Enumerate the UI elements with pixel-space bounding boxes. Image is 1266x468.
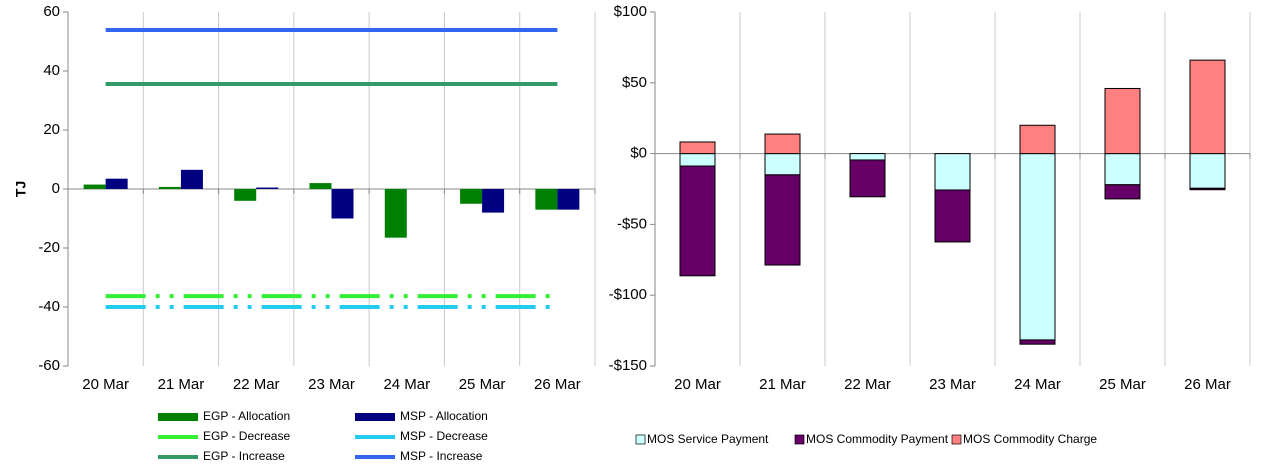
legend-label: MSP - Allocation bbox=[400, 409, 488, 423]
x-tick-label: 23 Mar bbox=[929, 376, 976, 393]
legend-swatch bbox=[794, 434, 805, 445]
y-tick-label: 20 bbox=[43, 121, 60, 138]
bar-segment bbox=[934, 153, 971, 191]
bar-segment bbox=[679, 141, 716, 155]
bar bbox=[384, 189, 407, 238]
bar bbox=[234, 189, 257, 201]
legend-label: MSP - Increase bbox=[400, 449, 483, 463]
bar bbox=[83, 184, 106, 189]
bar-segment bbox=[1104, 184, 1141, 200]
bar-segment bbox=[1019, 339, 1056, 345]
y-tick-label: 0 bbox=[52, 180, 60, 197]
bar-segment bbox=[1104, 153, 1141, 186]
legend-label: MSP - Decrease bbox=[400, 429, 488, 443]
x-tick-label: 20 Mar bbox=[674, 376, 721, 393]
bar-segment bbox=[1019, 124, 1056, 155]
y-tick-label: 40 bbox=[43, 62, 60, 79]
bar-segment bbox=[764, 133, 801, 155]
y-tick-label: -60 bbox=[38, 357, 60, 374]
bar bbox=[482, 189, 505, 213]
x-tick-label: 22 Mar bbox=[233, 376, 280, 393]
bar-segment bbox=[764, 174, 801, 266]
y-tick-label: $50 bbox=[622, 74, 647, 91]
x-tick-label: 24 Mar bbox=[383, 376, 430, 393]
x-tick-label: 24 Mar bbox=[1014, 376, 1061, 393]
x-tick-label: 23 Mar bbox=[308, 376, 355, 393]
bar bbox=[331, 189, 354, 219]
bar-segment bbox=[679, 165, 716, 277]
bar-segment bbox=[1189, 59, 1226, 155]
x-tick-label: 26 Mar bbox=[534, 376, 581, 393]
x-tick-label: 21 Mar bbox=[158, 376, 205, 393]
bar bbox=[256, 187, 279, 189]
y-tick-label: $100 bbox=[614, 3, 647, 20]
legend-swatch bbox=[635, 434, 646, 445]
bar bbox=[309, 183, 332, 189]
y-tick-label: -40 bbox=[38, 298, 60, 315]
x-tick-label: 25 Mar bbox=[459, 376, 506, 393]
bar bbox=[460, 189, 483, 204]
x-tick-label: 22 Mar bbox=[844, 376, 891, 393]
legend-label: EGP - Decrease bbox=[203, 429, 290, 443]
bar-segment bbox=[1189, 153, 1226, 189]
bar bbox=[158, 186, 181, 189]
y-tick-label: $0 bbox=[630, 145, 647, 162]
x-tick-label: 25 Mar bbox=[1099, 376, 1146, 393]
bar-segment bbox=[1189, 187, 1226, 191]
bar-segment bbox=[849, 153, 886, 161]
legend-label: MOS Service Payment bbox=[647, 432, 769, 446]
bar bbox=[105, 178, 128, 189]
y-tick-label: -$150 bbox=[609, 357, 647, 374]
y-tick-label: -20 bbox=[38, 239, 60, 256]
bar bbox=[180, 169, 203, 189]
x-tick-label: 26 Mar bbox=[1184, 376, 1231, 393]
legend-label: EGP - Allocation bbox=[203, 409, 290, 423]
bar-segment bbox=[764, 153, 801, 176]
y-tick-label: -$100 bbox=[609, 286, 647, 303]
legend-swatch bbox=[158, 413, 198, 421]
x-tick-label: 20 Mar bbox=[82, 376, 129, 393]
legend-label: EGP - Increase bbox=[203, 449, 285, 463]
y-tick-label: -$50 bbox=[617, 215, 647, 232]
x-tick-label: 21 Mar bbox=[759, 376, 806, 393]
legend-label: MOS Commodity Payment bbox=[806, 432, 949, 446]
legend-swatch bbox=[951, 434, 962, 445]
bar-segment bbox=[679, 153, 716, 167]
bar bbox=[535, 189, 558, 210]
y-axis-label: TJ bbox=[13, 181, 29, 197]
bar bbox=[557, 189, 580, 210]
y-tick-label: 60 bbox=[43, 3, 60, 20]
bar-segment bbox=[934, 189, 971, 243]
legend-swatch bbox=[355, 413, 395, 421]
legend-label: MOS Commodity Charge bbox=[963, 432, 1097, 446]
bar-segment bbox=[1019, 153, 1056, 341]
bar-segment bbox=[1104, 87, 1141, 155]
bar-segment bbox=[849, 159, 886, 198]
